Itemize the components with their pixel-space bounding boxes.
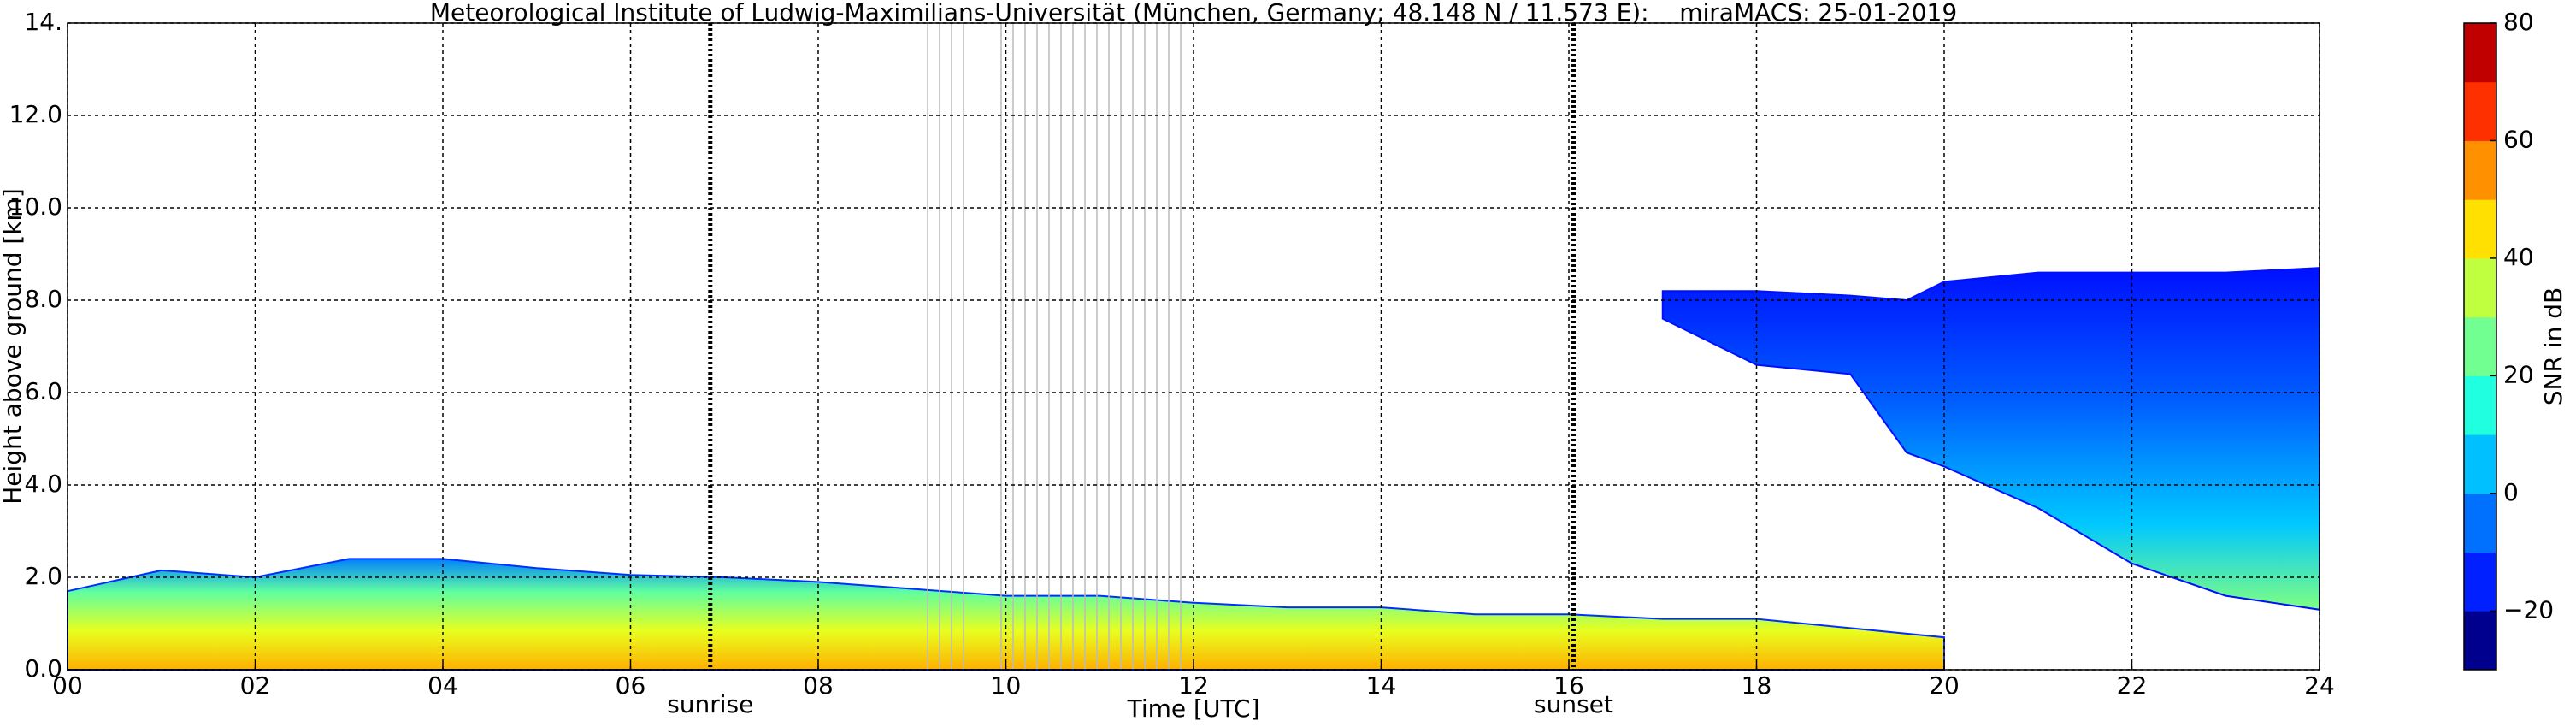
colorbar-tick-label: 60 — [2503, 125, 2534, 153]
colorbar-segment — [2464, 375, 2496, 435]
colorbar-label: SNR in dB — [2539, 287, 2567, 405]
x-tick-label: 00 — [52, 671, 83, 700]
colorbar-tick-label: 80 — [2503, 8, 2534, 36]
x-axis-label: Time [UTC] — [1127, 694, 1260, 723]
y-tick-label: 10.0 — [9, 192, 62, 221]
y-axis-label: Height above ground [km] — [0, 188, 27, 505]
x-tick-label: 08 — [803, 671, 834, 700]
colorbar-segment — [2464, 23, 2496, 83]
marker-label: sunrise — [667, 690, 753, 718]
echo-area — [1661, 267, 2320, 611]
x-tick-label: 14 — [1366, 671, 1397, 700]
colorbar-frame — [2463, 22, 2497, 671]
plot-frame — [67, 22, 2320, 671]
y-tick-label: 14. — [24, 8, 62, 36]
colorbar-segment — [2464, 257, 2496, 318]
y-tick-label: 4.0 — [24, 470, 62, 498]
colorbar-tick-label: 20 — [2503, 360, 2534, 388]
colorbar-segment — [2464, 611, 2496, 671]
x-tick-label: 18 — [1742, 671, 1772, 700]
x-tick-label: 16 — [1553, 671, 1584, 700]
y-tick-label: 0.0 — [24, 654, 62, 683]
y-tick-label: 12.0 — [9, 100, 62, 128]
x-tick-label: 02 — [240, 671, 271, 700]
colorbar-tick-label: −20 — [2503, 595, 2554, 624]
x-tick-label: 24 — [2304, 671, 2335, 700]
chart-title: Meteorological Institute of Ludwig-Maxim… — [430, 0, 1957, 27]
colorbar-tick-label: 40 — [2503, 243, 2534, 271]
marker-label: sunset — [1534, 690, 1613, 718]
colorbar-segment — [2464, 140, 2496, 200]
colorbar-segment — [2464, 434, 2496, 494]
colorbar-segment — [2464, 81, 2496, 141]
y-tick-label: 6.0 — [24, 377, 62, 405]
colorbar-segment — [2464, 552, 2496, 612]
x-tick-label: 22 — [2117, 671, 2148, 700]
colorbar-segment — [2464, 199, 2496, 259]
x-tick-label: 04 — [427, 671, 458, 700]
y-tick-label: 8.0 — [24, 285, 62, 313]
colorbar-segment — [2464, 316, 2496, 376]
x-tick-label: 20 — [1929, 671, 1960, 700]
x-tick-label: 10 — [991, 671, 1022, 700]
x-tick-label: 06 — [616, 671, 646, 700]
colorbar-tick-label: 0 — [2503, 478, 2519, 506]
colorbar-segment — [2464, 493, 2496, 553]
x-tick-label: 12 — [1178, 671, 1209, 700]
y-tick-label: 2.0 — [24, 562, 62, 590]
